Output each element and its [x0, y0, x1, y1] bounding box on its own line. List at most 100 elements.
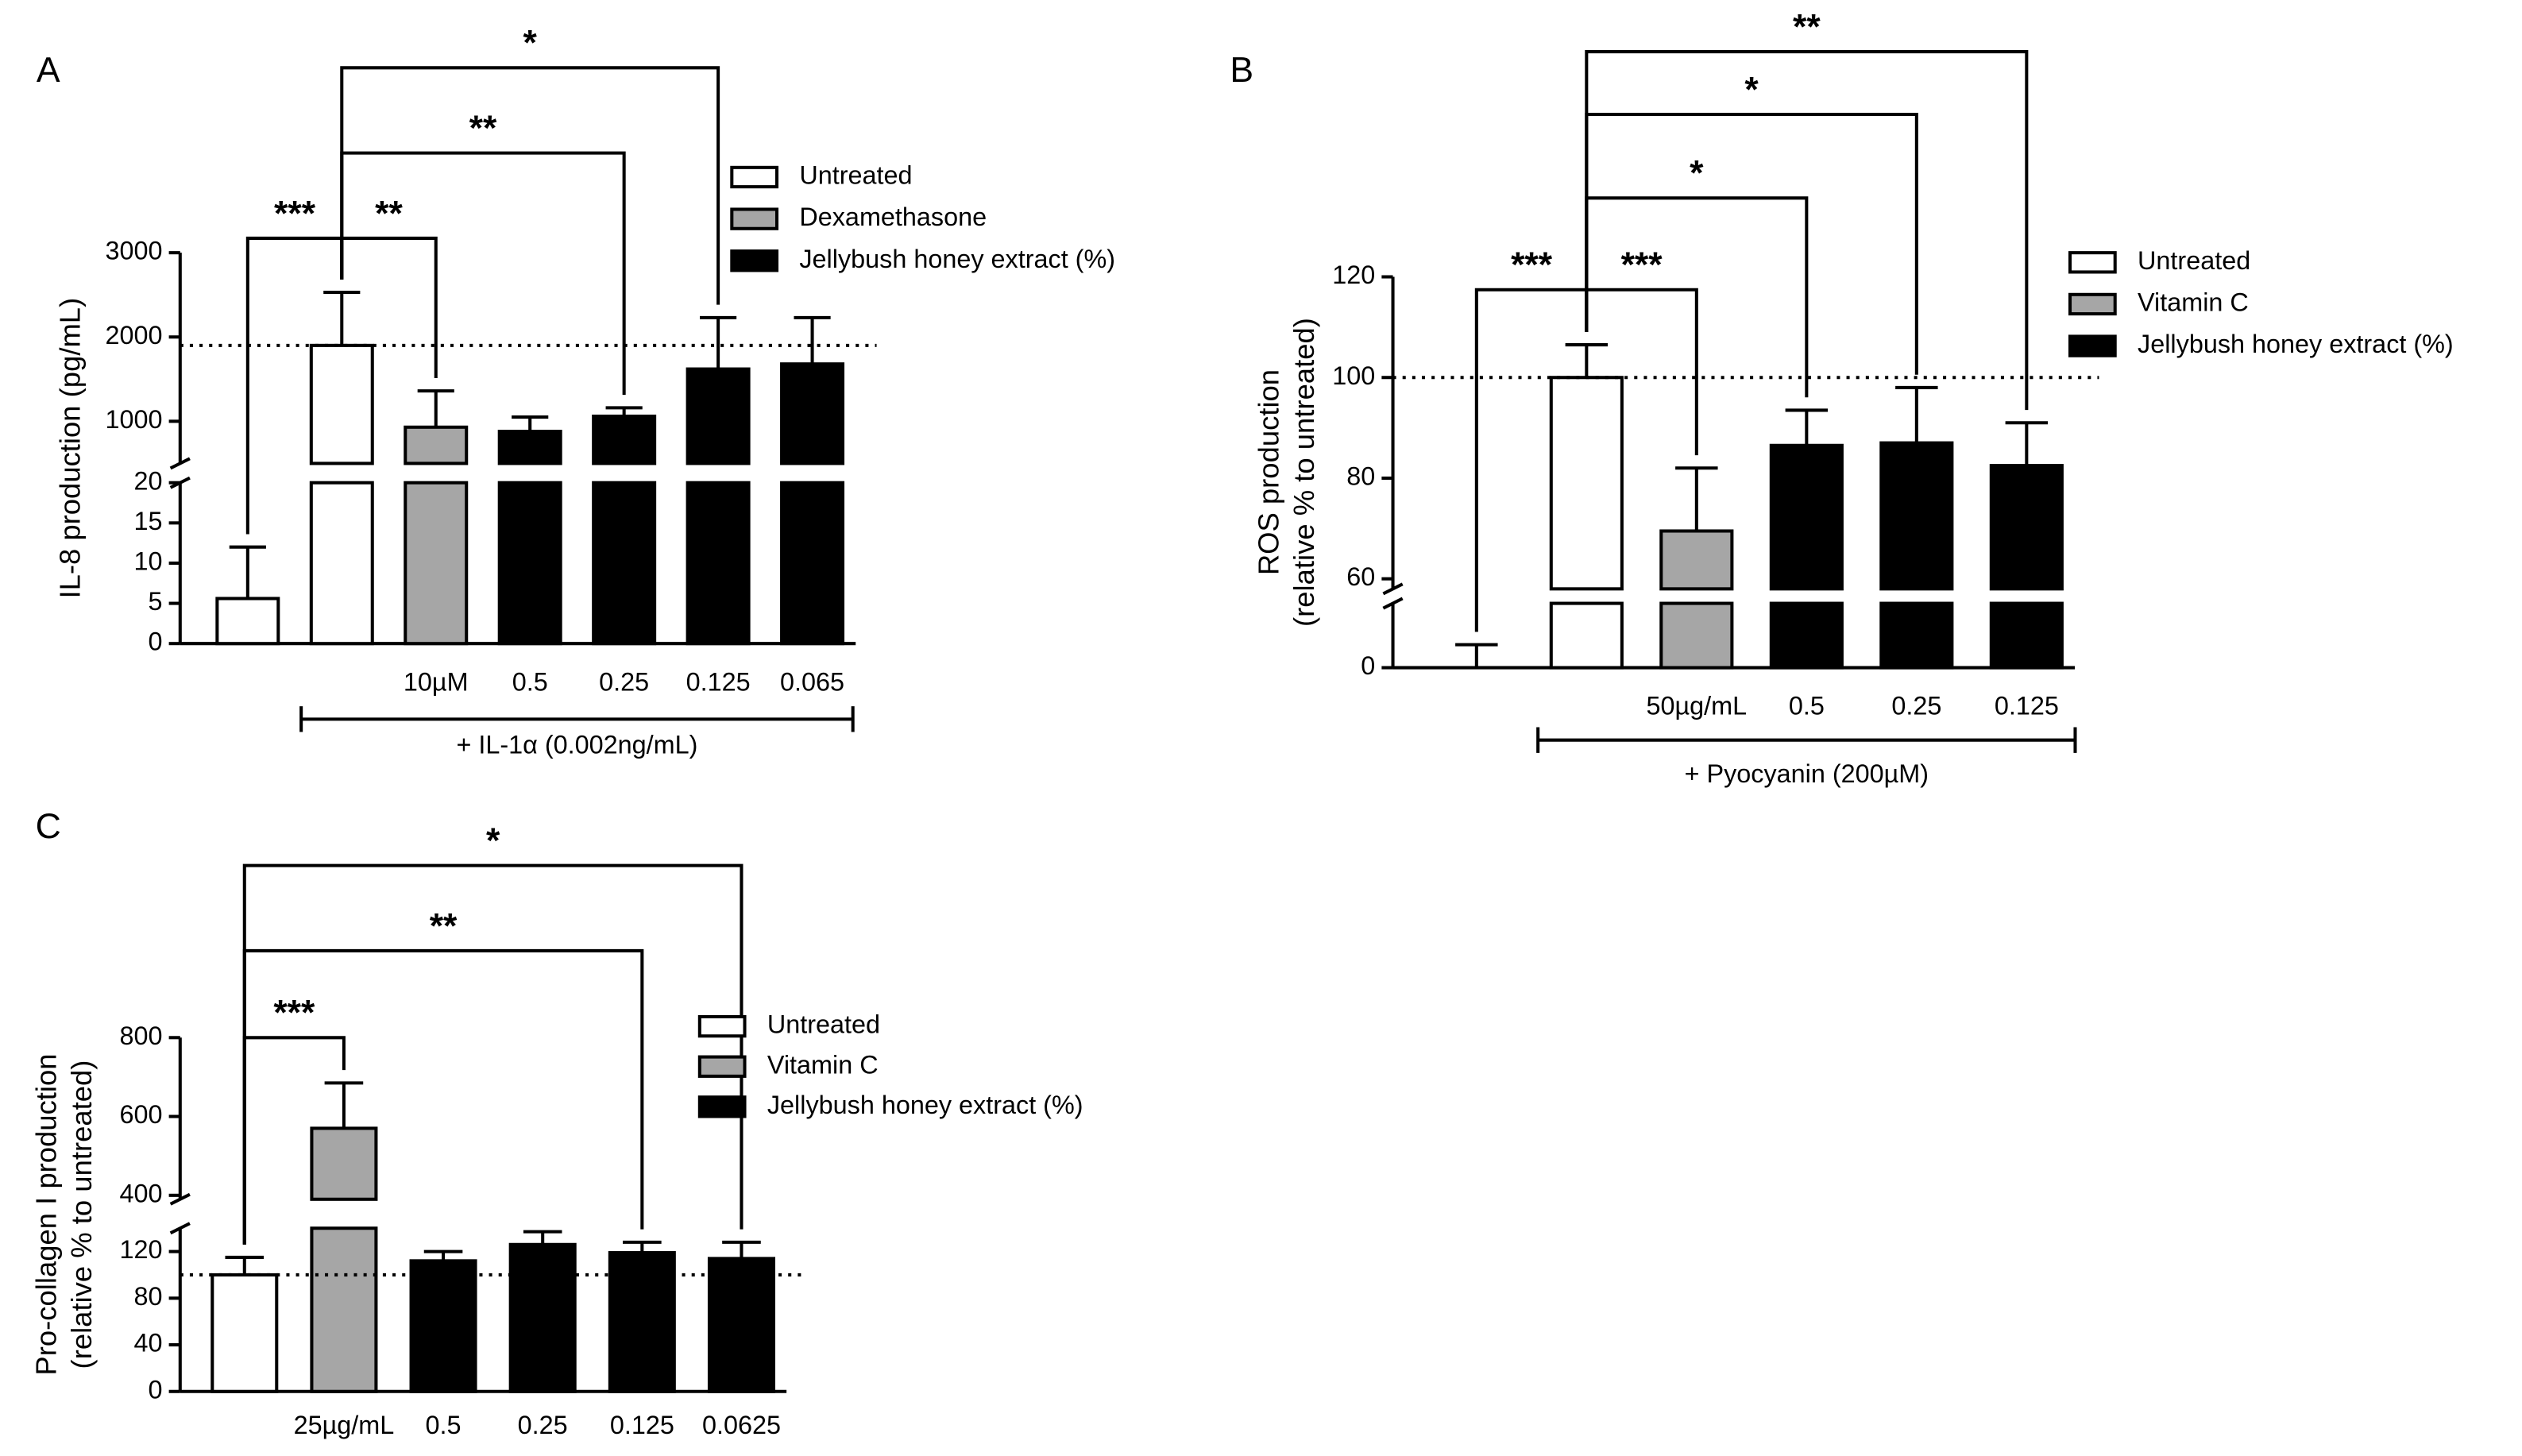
error-bar	[423, 1249, 463, 1261]
error-bar	[323, 290, 361, 346]
x-tick-label: 0.5	[1789, 692, 1825, 720]
significance-label: **	[375, 194, 403, 233]
panel-letter: A	[37, 51, 60, 90]
bar	[1879, 441, 1954, 591]
y-tick-label: 2000	[105, 321, 162, 350]
x-tick-label: 0.25	[599, 667, 649, 696]
y-axis-label: ROS production	[1252, 369, 1284, 575]
axis-break	[169, 1192, 191, 1206]
bar	[1879, 601, 1954, 670]
bar	[497, 481, 562, 646]
panel-letter: B	[1230, 51, 1253, 90]
legend-swatch	[730, 165, 779, 189]
x-tick-label: 0.0625	[702, 1411, 781, 1439]
bar	[1989, 464, 2064, 591]
significance-label: ***	[1621, 245, 1663, 284]
legend-label: Untreated	[799, 161, 912, 190]
bar	[497, 430, 562, 465]
significance-label: *	[523, 24, 538, 63]
significance-label: **	[430, 906, 458, 945]
significance-bracket	[1585, 112, 1918, 375]
bar	[1659, 601, 1734, 670]
x-tick-label: 0.25	[1891, 692, 1941, 720]
x-tick-label: 0.25	[518, 1411, 568, 1439]
bar	[686, 481, 751, 646]
x-tick-label: 25µg/mL	[294, 1411, 395, 1439]
group-bracket	[1536, 727, 2077, 753]
bar	[404, 481, 469, 646]
bar	[1659, 529, 1734, 591]
legend-swatch	[730, 207, 779, 230]
axis-break	[169, 1222, 191, 1235]
significance-label: ***	[273, 994, 315, 1033]
error-bar	[2005, 421, 2049, 466]
error-bar	[512, 415, 549, 432]
error-bar	[605, 406, 643, 416]
bar	[780, 481, 845, 646]
y-tick-label: 40	[133, 1329, 162, 1358]
bar	[1769, 601, 1844, 670]
y-axis-label: Pro-collagen I production	[29, 1053, 62, 1375]
error-bar	[417, 389, 454, 427]
bar	[780, 362, 845, 465]
error-bar	[324, 1081, 364, 1129]
legend-label: Jellybush honey extract (%)	[799, 245, 1115, 273]
y-tick-label: 80	[1346, 462, 1375, 491]
legend-swatch	[697, 1095, 747, 1118]
bar	[215, 597, 280, 646]
y-tick-label: 100	[1332, 361, 1375, 390]
significance-label: **	[469, 109, 497, 148]
error-bar	[1455, 643, 1498, 668]
error-bar	[1785, 408, 1829, 446]
bar	[310, 1226, 378, 1393]
y-tick-label: 20	[133, 466, 162, 495]
bar	[608, 1251, 676, 1393]
y-tick-label: 15	[133, 507, 162, 535]
y-tick-label: 400	[119, 1179, 162, 1207]
error-bar	[225, 1255, 265, 1275]
bar	[707, 1257, 775, 1393]
bar	[1549, 601, 1624, 670]
group-label: + IL-1α (0.002ng/mL)	[456, 730, 697, 759]
legend-swatch	[697, 1055, 747, 1078]
y-tick-label: 800	[119, 1022, 162, 1050]
legend-swatch	[2068, 292, 2117, 316]
group-bracket	[299, 706, 855, 732]
legend-swatch	[697, 1014, 747, 1038]
bar	[210, 1273, 279, 1393]
y-tick-label: 10	[133, 547, 162, 576]
bar	[1769, 443, 1844, 591]
x-tick-label: 50µg/mL	[1647, 692, 1748, 720]
legend-label: Vitamin C	[2138, 288, 2249, 317]
bar	[686, 367, 751, 465]
y-axis-label: (relative % to untreated)	[1288, 318, 1320, 627]
error-bar	[794, 315, 831, 365]
bar	[1989, 601, 2064, 670]
y-tick-label: 600	[119, 1100, 162, 1129]
error-bar	[229, 545, 266, 599]
x-tick-label: 0.065	[780, 667, 844, 696]
group-label: + Pyocyanin (200µM)	[1685, 759, 1929, 788]
legend-swatch	[730, 249, 779, 272]
x-tick-label: 0.5	[512, 667, 548, 696]
y-tick-label: 0	[1361, 651, 1375, 680]
legend-label: Jellybush honey extract (%)	[2138, 330, 2454, 358]
axis-break	[169, 457, 191, 470]
legend-swatch	[2068, 334, 2117, 357]
significance-bracket	[242, 863, 743, 1245]
significance-label: **	[1793, 7, 1821, 46]
y-tick-label: 5	[148, 587, 162, 616]
significance-label: ***	[274, 194, 316, 233]
bar	[409, 1259, 477, 1393]
legend-label: Untreated	[767, 1010, 880, 1039]
y-tick-label: 0	[148, 628, 162, 656]
bar	[592, 481, 657, 646]
y-tick-label: 80	[133, 1282, 162, 1311]
legend-label: Dexamethasone	[799, 203, 987, 231]
legend-label: Jellybush honey extract (%)	[767, 1091, 1083, 1119]
significance-label: ***	[1511, 245, 1553, 284]
axis-break	[1382, 597, 1404, 610]
error-bar	[1895, 385, 1938, 443]
